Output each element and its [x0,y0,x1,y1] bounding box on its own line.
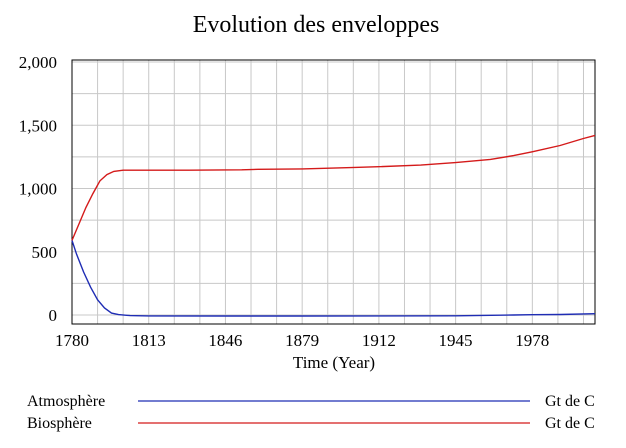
series-lines [71,134,596,317]
x-tick-label: 1813 [132,331,166,350]
legend-unit-biosphere: Gt de C [545,415,595,432]
x-tick-label: 1978 [515,331,549,350]
series-line-biosphere [71,134,596,241]
y-tick-label: 500 [32,243,58,262]
legend-label-atmosphere: Atmosphère [27,393,105,410]
grid [72,60,595,324]
legend: Atmosphère Gt de C Biosphère Gt de C [27,393,595,432]
x-tick-label: 1780 [55,331,89,350]
legend-label-biosphere: Biosphère [27,415,92,432]
plot-frame [71,59,596,325]
x-tick-label: 1879 [285,331,319,350]
x-axis-ticks: 1780 1813 1846 1879 1912 1945 1978 [55,331,549,350]
y-tick-label: 1,000 [19,180,57,199]
y-axis-ticks: 0 500 1,000 1,500 2,000 [19,53,57,325]
legend-unit-atmosphere: Gt de C [545,393,595,410]
series-line-atmosphere [71,240,596,317]
x-axis-label: Time (Year) [293,353,375,372]
x-tick-label: 1912 [362,331,396,350]
chart-title: Evolution des enveloppes [193,12,440,38]
x-tick-label: 1846 [208,331,242,350]
y-tick-label: 1,500 [19,116,57,135]
x-tick-label: 1945 [439,331,473,350]
y-tick-label: 2,000 [19,53,57,72]
y-tick-label: 0 [49,306,58,325]
